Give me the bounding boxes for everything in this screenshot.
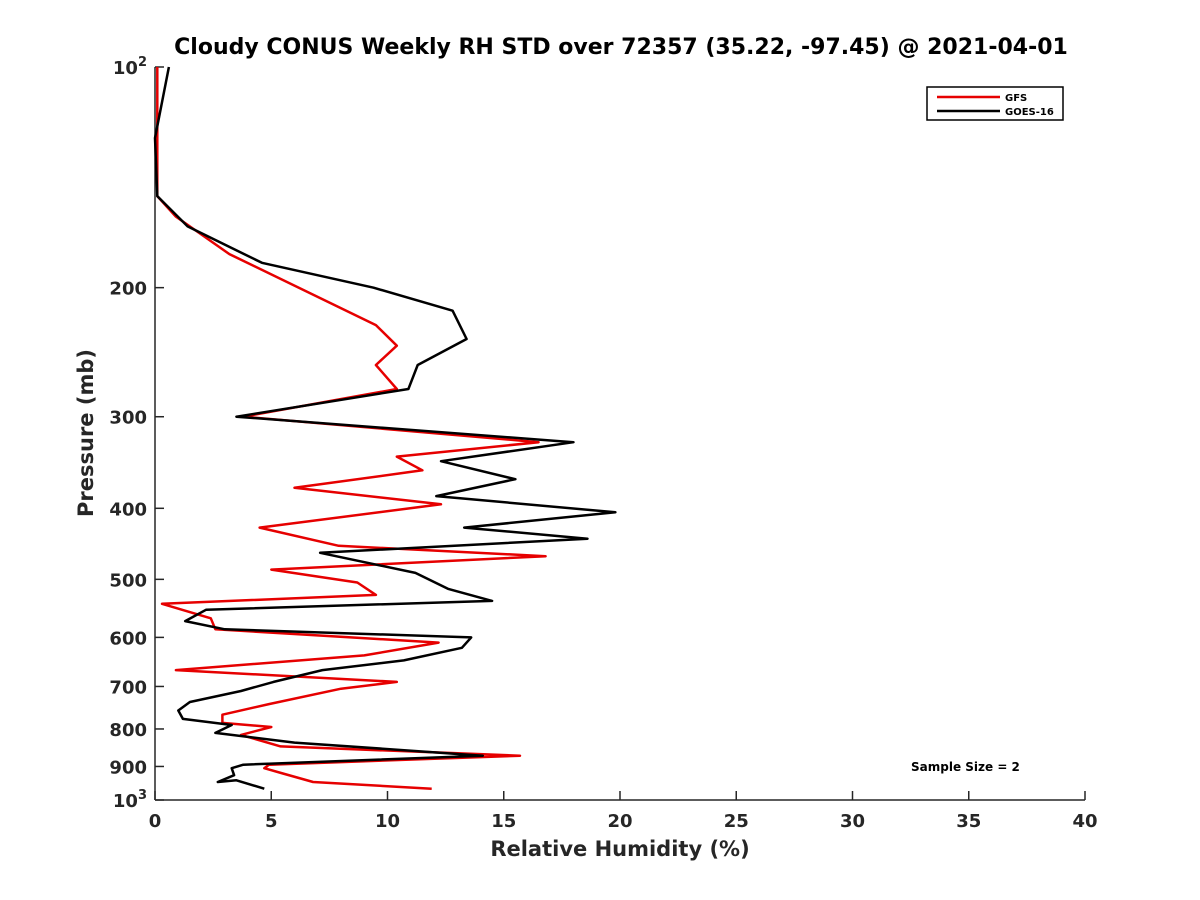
y-tick-label: 200	[109, 279, 147, 300]
x-tick-label: 20	[607, 811, 632, 832]
y-tick-label: 102	[113, 55, 147, 79]
x-axis-ticks: 0 5 10 15 20 25 30 35 40	[149, 791, 1098, 832]
y-tick-label: 400	[109, 499, 147, 520]
y-tick-label: 300	[109, 408, 147, 429]
x-tick-label: 25	[724, 811, 749, 832]
chart-title: Cloudy CONUS Weekly RH STD over 72357 (3…	[174, 35, 1068, 60]
series-layer	[153, 66, 617, 790]
x-tick-label: 5	[265, 811, 278, 832]
x-tick-label: 10	[375, 811, 400, 832]
legend-label-goes-16: GOES-16	[1005, 107, 1054, 118]
y-tick-label: 700	[109, 677, 147, 698]
x-tick-label: 30	[840, 811, 865, 832]
x-tick-label: 35	[956, 811, 981, 832]
y-axis-ticks: 102 200 300 400 500 600 700 800 900 103	[109, 55, 164, 812]
x-axis-label: Relative Humidity (%)	[490, 837, 749, 861]
plot-area: 0 5 10 15 20 25 30 35 40 102 200 300 400 500 600 700 80…	[109, 55, 1097, 832]
legend-box	[926, 86, 1064, 121]
x-tick-label: 40	[1072, 811, 1097, 832]
legend: GFS GOES-16	[926, 86, 1064, 121]
y-tick-label: 500	[109, 570, 147, 591]
y-tick-label: 800	[109, 720, 147, 741]
series-line-gfs	[156, 67, 547, 790]
legend-label-gfs: GFS	[1005, 93, 1027, 104]
y-tick-label: 103	[113, 788, 147, 812]
x-tick-label: 0	[149, 811, 162, 832]
y-axis-label: Pressure (mb)	[74, 349, 98, 517]
x-tick-label: 15	[491, 811, 516, 832]
y-tick-label: 900	[109, 757, 147, 778]
sample-size-annotation: Sample Size = 2	[911, 760, 1020, 774]
y-tick-label: 600	[109, 628, 147, 649]
series-line-goes-16	[153, 66, 617, 790]
